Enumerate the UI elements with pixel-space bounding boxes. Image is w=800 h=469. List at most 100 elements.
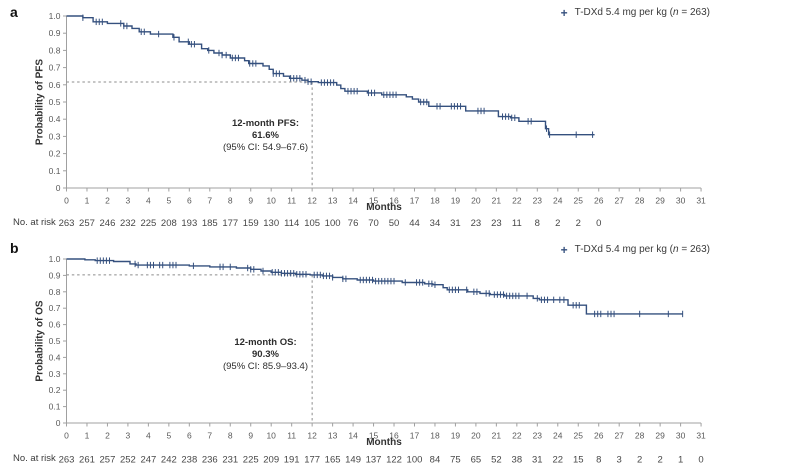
risk-label-b: No. at risk xyxy=(13,452,56,464)
km-panel-a: 00.10.20.30.40.50.60.70.80.91.00 1 2 3 4 5 6 7 8… xyxy=(49,11,706,229)
x-tick-label: 8 xyxy=(228,431,233,441)
x-tick-label: 0 xyxy=(64,196,69,206)
x-tick-label: 14 xyxy=(348,431,358,441)
x-tick-label: 16 xyxy=(389,431,399,441)
x-tick-label: 29 xyxy=(655,196,665,206)
y-tick-label: 0 xyxy=(56,418,61,428)
annotation-b-value: 90.3% xyxy=(252,349,279,360)
legend-a: + T-DXd 5.4 mg per kg (n = 263) xyxy=(561,7,710,19)
risk-value: 263 xyxy=(59,218,75,229)
risk-value: 8 xyxy=(596,455,601,466)
risk-value: 8 xyxy=(535,218,540,229)
risk-value: 246 xyxy=(100,218,116,229)
risk-value: 44 xyxy=(409,218,420,229)
risk-value: 165 xyxy=(325,455,341,466)
risk-value: 114 xyxy=(284,218,299,229)
risk-value: 177 xyxy=(222,218,238,229)
y-tick-label: 0.2 xyxy=(49,385,61,395)
risk-value: 130 xyxy=(263,218,279,229)
x-tick-label: 31 xyxy=(696,431,706,441)
risk-row-a: 263 257 246 232 225 208 193 185 177 159 130 114 105 1… xyxy=(59,218,602,229)
risk-value: 232 xyxy=(120,218,136,229)
y-tick-label: 0.9 xyxy=(49,270,61,280)
risk-value: 257 xyxy=(100,455,116,466)
x-tick-label: 2 xyxy=(105,431,110,441)
risk-value: 2 xyxy=(576,218,581,229)
legend-a-prefix: T-DXd 5.4 mg per kg ( xyxy=(574,7,674,18)
risk-value: 2 xyxy=(555,218,560,229)
y-tick-label: 0.8 xyxy=(49,287,61,297)
risk-value: 1 xyxy=(678,455,683,466)
x-tick-label: 17 xyxy=(410,431,420,441)
x-tick-label: 4 xyxy=(146,196,151,206)
y-tick-label: 0.3 xyxy=(49,131,61,141)
x-tick-label: 20 xyxy=(471,196,481,206)
risk-value: 191 xyxy=(284,455,300,466)
risk-value: 225 xyxy=(243,455,259,466)
x-tick-label: 2 xyxy=(105,196,110,206)
panel-b-label: b xyxy=(10,240,19,256)
x-tick-label: 20 xyxy=(471,431,481,441)
y-tick-label: 0.5 xyxy=(49,97,61,107)
y-tick-label: 0.3 xyxy=(49,369,61,379)
risk-value: 0 xyxy=(596,218,601,229)
censor-marker-icon: + xyxy=(560,242,568,257)
risk-value: 231 xyxy=(222,455,238,466)
reference-lines-a xyxy=(66,81,313,188)
annotation-a-title: 12-month PFS: xyxy=(231,118,299,129)
risk-value: 137 xyxy=(366,455,382,466)
censor-ticks-a xyxy=(82,14,594,138)
x-tick-label: 23 xyxy=(533,431,543,441)
risk-value: 208 xyxy=(161,218,177,229)
x-tick-label: 19 xyxy=(451,196,461,206)
y-tick-label: 0.8 xyxy=(49,45,61,55)
annotation-b-ci: (95% CI: 85.9–93.4) xyxy=(222,361,308,372)
x-tick-label: 5 xyxy=(166,196,171,206)
y-tick-label: 0.2 xyxy=(49,149,61,159)
x-tick-label: 25 xyxy=(574,431,584,441)
x-tick-label: 10 xyxy=(266,196,276,206)
y-tick-label: 0.6 xyxy=(49,80,61,90)
x-tick-label: 26 xyxy=(594,431,604,441)
risk-value: 75 xyxy=(450,455,461,466)
legend-a-n: n xyxy=(673,7,679,18)
y-tick-label: 0.1 xyxy=(49,166,61,176)
annotation-a-ci: (95% CI: 54.9–67.6) xyxy=(222,142,308,153)
x-tick-label: 24 xyxy=(553,431,563,441)
x-tick-label: 15 xyxy=(369,431,379,441)
annotation-b: 12-month OS: 90.3% (95% CI: 85.9–93.4) xyxy=(223,337,308,373)
x-tick-label: 11 xyxy=(287,431,296,441)
annotation-a-value: 61.6% xyxy=(252,130,279,141)
x-tick-label: 11 xyxy=(287,196,296,206)
x-tick-label: 12 xyxy=(307,431,317,441)
x-tick-label: 7 xyxy=(207,196,212,206)
y-tick-label: 0.4 xyxy=(49,114,61,124)
risk-value: 247 xyxy=(140,455,156,466)
y-tick-label: 1.0 xyxy=(49,254,61,264)
x-tick-label: 4 xyxy=(146,431,151,441)
tick-labels-a: 00.10.20.30.40.50.60.70.80.91.00 1 2 3 4 5 6 7 8… xyxy=(49,11,706,206)
x-tick-label: 1 xyxy=(85,431,90,441)
y-tick-label: 0.4 xyxy=(49,352,61,362)
risk-value: 238 xyxy=(181,455,197,466)
y-tick-label: 0.7 xyxy=(49,303,61,313)
risk-value: 31 xyxy=(532,455,543,466)
x-tick-label: 6 xyxy=(187,431,192,441)
risk-value: 193 xyxy=(181,218,197,229)
x-tick-label: 12 xyxy=(307,196,317,206)
x-tick-label: 8 xyxy=(228,196,233,206)
risk-value: 149 xyxy=(345,455,361,466)
legend-a-text: T-DXd 5.4 mg per kg (n = 263) xyxy=(575,7,710,18)
legend-b-text: T-DXd 5.4 mg per kg (n = 263) xyxy=(575,244,710,255)
x-tick-label: 25 xyxy=(574,196,584,206)
risk-value: 100 xyxy=(325,218,341,229)
x-tick-label: 9 xyxy=(248,196,253,206)
risk-row-b: 263 261 257 252 247 242 238 236 231 225 209 191 177 1… xyxy=(59,455,704,466)
x-tick-label: 26 xyxy=(594,196,604,206)
x-axis-title-b: Months xyxy=(366,437,402,448)
risk-value: 105 xyxy=(304,218,320,229)
risk-value: 34 xyxy=(430,218,441,229)
x-tick-label: 3 xyxy=(126,196,131,206)
